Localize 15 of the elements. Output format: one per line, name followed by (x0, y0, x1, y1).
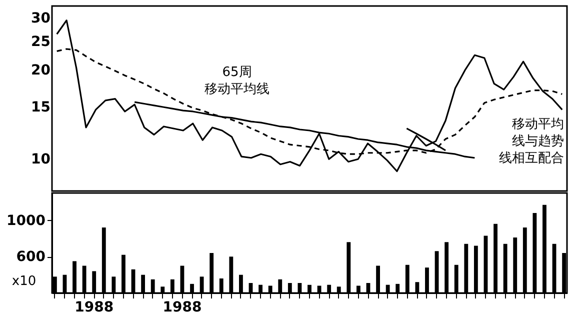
y-tick-label: 15 (31, 100, 50, 116)
y-tick-label: 10 (31, 152, 51, 168)
y-tick-label: 600 (16, 249, 46, 266)
y-tick-label: 20 (31, 62, 51, 79)
y-tick-label: 25 (31, 34, 50, 50)
y-tick-label: 30 (31, 10, 51, 27)
annotation: 线相互配合 (499, 151, 564, 166)
x-tick-label: 1988 (162, 300, 202, 316)
x-tick-label: 1988 (74, 300, 114, 316)
annotation: 移动平均 (512, 117, 564, 132)
annotation: 移动平均线 (204, 82, 270, 97)
annotation: 线与趋势 (512, 134, 564, 149)
annotation: 65周 (222, 65, 252, 80)
text: x10 (12, 274, 36, 289)
y-tick-label: 1000 (6, 212, 46, 229)
